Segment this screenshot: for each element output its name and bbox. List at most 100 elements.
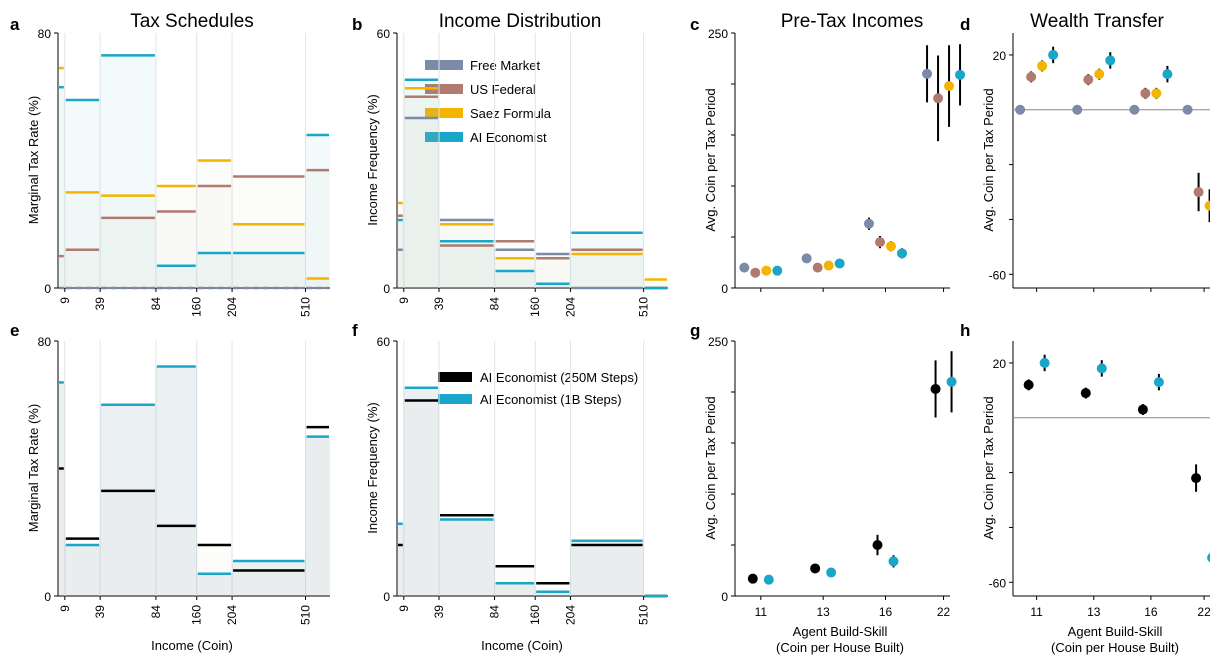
panel-letter-e: e	[10, 321, 19, 340]
y-tick-label-g: 0	[721, 590, 728, 604]
bracket-shade-e	[156, 526, 197, 596]
data-point-c-us_federal	[875, 237, 885, 247]
xlabel-g-line1: Agent Build-Skill	[793, 624, 888, 639]
data-point-d-us_federal	[1026, 72, 1036, 82]
bracket-shade-a	[156, 186, 197, 288]
x-tick-label-e: 204	[225, 605, 239, 625]
y-tick-label-a: 0	[44, 282, 51, 296]
data-point-d-us_federal	[1194, 187, 1204, 197]
legend-top: Free Market US Federal Saez Formula AI E…	[425, 58, 552, 145]
x-tick-label-b: 39	[432, 297, 446, 311]
x-tick-label-h: 13	[1087, 605, 1101, 619]
x-tick-label-e: 510	[299, 605, 313, 625]
x-tick-label-a: 9	[58, 297, 72, 304]
data-point-d-saez	[1094, 69, 1104, 79]
x-tick-label-b: 510	[637, 297, 651, 317]
panel-letter-f: f	[352, 321, 358, 340]
data-point-c-saez	[824, 261, 834, 271]
data-point-c-free_market	[864, 219, 874, 229]
panel-letter-a: a	[10, 15, 20, 34]
x-tick-label-a: 510	[299, 297, 313, 317]
data-point-d-free_market	[1015, 105, 1025, 115]
data-point-d-ai_economist	[1048, 50, 1058, 60]
x-tick-label-a: 160	[190, 297, 204, 317]
x-tick-label-f: 39	[432, 605, 446, 619]
data-point-d-ai_economist	[1162, 69, 1172, 79]
data-point-d-us_federal	[1140, 88, 1150, 98]
data-point-d-saez	[1151, 88, 1161, 98]
bracket-shade-e	[197, 545, 232, 596]
x-tick-label-b: 84	[488, 297, 502, 311]
x-tick-label-e: 9	[58, 605, 72, 612]
data-point-c-free_market	[739, 263, 749, 273]
ylabel-e: Marginal Tax Rate (%)	[26, 404, 41, 532]
y-tick-label-f: 0	[383, 590, 390, 604]
data-point-h-ai_250m	[1191, 473, 1201, 483]
data-point-d-ai_economist	[1105, 55, 1115, 65]
y-tick-label-e: 80	[38, 335, 52, 349]
ylabel-f: Income Frequency (%)	[365, 402, 380, 534]
ylabel-h: Avg. Coin per Tax Period	[981, 396, 996, 539]
x-tick-label-a: 84	[149, 297, 163, 311]
bracket-shade-f	[404, 401, 439, 597]
xlabel-g-line2: (Coin per House Built)	[776, 640, 904, 655]
data-point-h-ai_250m	[1138, 405, 1148, 415]
bracket-shade-b	[644, 280, 668, 289]
data-point-d-free_market	[1129, 105, 1139, 115]
y-tick-label-c: 0	[721, 282, 728, 296]
x-tick-label-a: 204	[225, 297, 239, 317]
title-b: Income Distribution	[439, 11, 602, 32]
data-point-h-ai_250m	[1081, 388, 1091, 398]
bracket-shade-f	[439, 515, 495, 596]
x-tick-label-a: 39	[93, 297, 107, 311]
title-d: Wealth Transfer	[1030, 11, 1164, 32]
x-tick-label-b: 160	[528, 297, 542, 317]
bracket-shade-f	[397, 545, 404, 596]
legend-label-free-market: Free Market	[470, 58, 540, 73]
x-tick-label-b: 9	[397, 297, 411, 304]
panel-letter-g: g	[690, 321, 700, 340]
bracket-shade-e	[100, 491, 156, 596]
x-tick-label-f: 204	[563, 605, 577, 625]
x-tick-label-f: 510	[637, 605, 651, 625]
x-tick-label-g: 11	[755, 605, 768, 619]
data-point-c-free_market	[922, 69, 932, 79]
bracket-shade-b	[439, 224, 495, 288]
data-point-g-ai_1b	[947, 377, 957, 387]
legend-label-saez: Saez Formula	[470, 106, 552, 121]
data-point-c-ai_economist	[955, 70, 965, 80]
ylabel-d: Avg. Coin per Tax Period	[981, 88, 996, 231]
data-point-d-saez	[1205, 201, 1210, 211]
data-point-h-ai_1b	[1154, 377, 1164, 387]
data-point-c-saez	[944, 81, 954, 91]
data-point-h-ai_1b	[1097, 363, 1107, 373]
y-tick-label-d: 20	[993, 49, 1007, 63]
x-tick-label-f: 9	[397, 605, 411, 612]
legend-label-ai-1b: AI Economist (1B Steps)	[480, 392, 622, 407]
bracket-shade-a	[65, 192, 100, 288]
y-tick-label-d: -60	[989, 268, 1007, 282]
data-point-c-us_federal	[933, 93, 943, 103]
x-tick-label-f: 160	[528, 605, 542, 625]
data-point-g-ai_1b	[826, 568, 836, 578]
legend-bottom: AI Economist (250M Steps) AI Economist (…	[438, 370, 638, 407]
legend-label-us-federal: US Federal	[470, 82, 536, 97]
data-point-d-us_federal	[1083, 75, 1093, 85]
data-point-c-ai_economist	[835, 259, 845, 269]
bracket-shade-f	[535, 583, 570, 596]
bracket-shade-f	[495, 566, 536, 596]
bracket-shade-a	[306, 170, 330, 288]
ylabel-a: Marginal Tax Rate (%)	[26, 96, 41, 224]
x-tick-label-h: 16	[1144, 605, 1158, 619]
y-tick-label-c: 250	[708, 27, 728, 41]
legend-swatch-ai-250m	[438, 372, 472, 382]
panel-letter-b: b	[352, 15, 362, 34]
x-tick-label-h: 22	[1197, 605, 1210, 619]
y-tick-label-g: 250	[708, 335, 728, 349]
data-point-c-us_federal	[813, 263, 823, 273]
data-point-g-ai_250m	[748, 574, 758, 584]
x-tick-label-f: 84	[488, 605, 502, 619]
legend-swatch-free-market	[425, 60, 463, 70]
bracket-shade-f	[570, 545, 643, 596]
